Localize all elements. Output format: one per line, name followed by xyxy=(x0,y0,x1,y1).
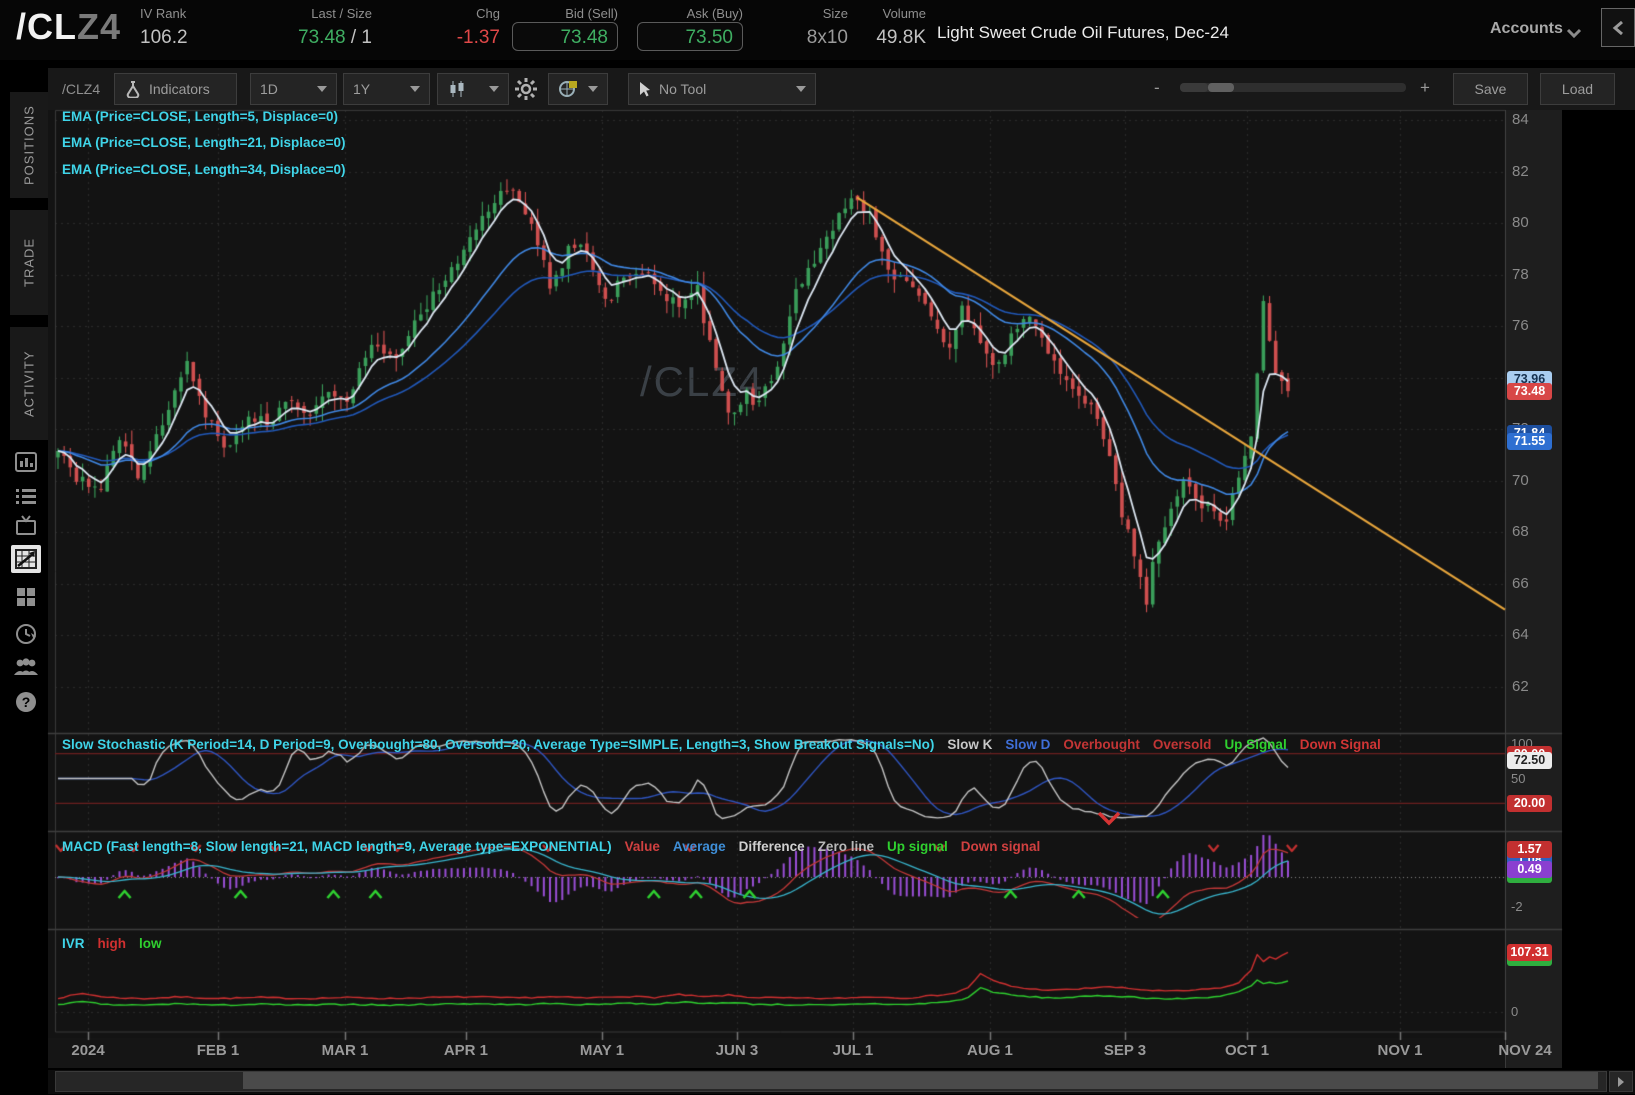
price-tick: 66 xyxy=(1512,574,1529,592)
price-tick: 70 xyxy=(1512,471,1529,489)
macd-down-signal-chevron[interactable] xyxy=(1096,810,1122,831)
axis-bubble: 0.49 xyxy=(1507,861,1552,879)
time-axis-label: 2024 xyxy=(71,1042,105,1059)
time-axis-label: NOV 1 xyxy=(1377,1042,1423,1059)
ivr-high-legend: high xyxy=(97,936,127,951)
legend-item: Down signal xyxy=(960,839,1041,854)
legend-item: Average xyxy=(672,839,726,854)
legend-item: Overbought xyxy=(1063,737,1140,752)
triangle-right-icon xyxy=(1618,1076,1624,1087)
price-tick: 64 xyxy=(1512,626,1529,644)
time-axis-label: AUG 1 xyxy=(967,1042,1013,1059)
time-axis-label: MAY 1 xyxy=(579,1042,625,1059)
price-bubble: 71.55 xyxy=(1507,432,1552,450)
legend-item: Slow K xyxy=(947,737,993,752)
axis-tick: -2 xyxy=(1511,899,1523,914)
ivr-panel-header: IVR high low xyxy=(62,936,162,951)
legend-item: Slow D xyxy=(1005,737,1051,752)
time-axis-label: APR 1 xyxy=(443,1042,489,1059)
stochastic-panel-header: Slow Stochastic (K Period=14, D Period=9… xyxy=(62,737,1462,752)
legend-item: Value xyxy=(624,839,660,854)
ema34-study-label[interactable]: EMA (Price=CLOSE, Length=34, Displace=0) xyxy=(62,162,346,177)
macd-panel-header: MACD (Fast length=8, Slow length=21, MAC… xyxy=(62,839,1094,854)
time-axis-label: OCT 1 xyxy=(1224,1042,1270,1059)
price-tick: 78 xyxy=(1512,265,1529,283)
price-bubble: 73.48 xyxy=(1507,383,1552,401)
price-tick: 80 xyxy=(1512,214,1529,232)
price-tick: 76 xyxy=(1512,317,1529,335)
time-axis-label: MAR 1 xyxy=(321,1042,369,1059)
price-tick: 68 xyxy=(1512,523,1529,541)
legend-item: Down Signal xyxy=(1299,737,1381,752)
time-axis-label: JUN 3 xyxy=(715,1042,759,1059)
scroll-right-button[interactable] xyxy=(1609,1071,1633,1092)
macd-title[interactable]: MACD (Fast length=8, Slow length=21, MAC… xyxy=(62,839,612,854)
legend-item: Up signal xyxy=(886,839,948,854)
legend-item: Up Signal xyxy=(1224,737,1287,752)
price-tick: 82 xyxy=(1512,162,1529,180)
chart-scrollbar xyxy=(48,1070,1635,1094)
axis-tick: 0 xyxy=(1511,1004,1519,1019)
time-axis-label: FEB 1 xyxy=(196,1042,240,1059)
legend-item: Oversold xyxy=(1152,737,1212,752)
price-tick: 84 xyxy=(1512,111,1529,128)
axis-tick: 50 xyxy=(1511,770,1526,786)
stochastic-title[interactable]: Slow Stochastic (K Period=14, D Period=9… xyxy=(62,737,935,752)
time-axis-label: NOV 24 xyxy=(1498,1042,1552,1059)
ivr-low-legend: low xyxy=(139,936,162,951)
axis-bubble: 1.57 xyxy=(1507,840,1552,858)
legend-item: Zero line xyxy=(817,839,874,854)
axis-bubble: 72.50 xyxy=(1507,751,1552,769)
axis-bubble: 107.31 xyxy=(1507,943,1552,961)
ema21-study-label[interactable]: EMA (Price=CLOSE, Length=21, Displace=0) xyxy=(62,135,346,150)
price-tick: 62 xyxy=(1512,678,1529,695)
axis-bubble: 20.00 xyxy=(1507,795,1552,813)
scrollbar-thumb[interactable] xyxy=(243,1072,1598,1089)
ema5-study-label[interactable]: EMA (Price=CLOSE, Length=5, Displace=0) xyxy=(62,109,338,124)
legend-item: Difference xyxy=(738,839,805,854)
time-axis-label: JUL 1 xyxy=(832,1042,874,1059)
time-axis-label: SEP 3 xyxy=(1103,1042,1147,1059)
ivr-title[interactable]: IVR xyxy=(62,936,85,951)
